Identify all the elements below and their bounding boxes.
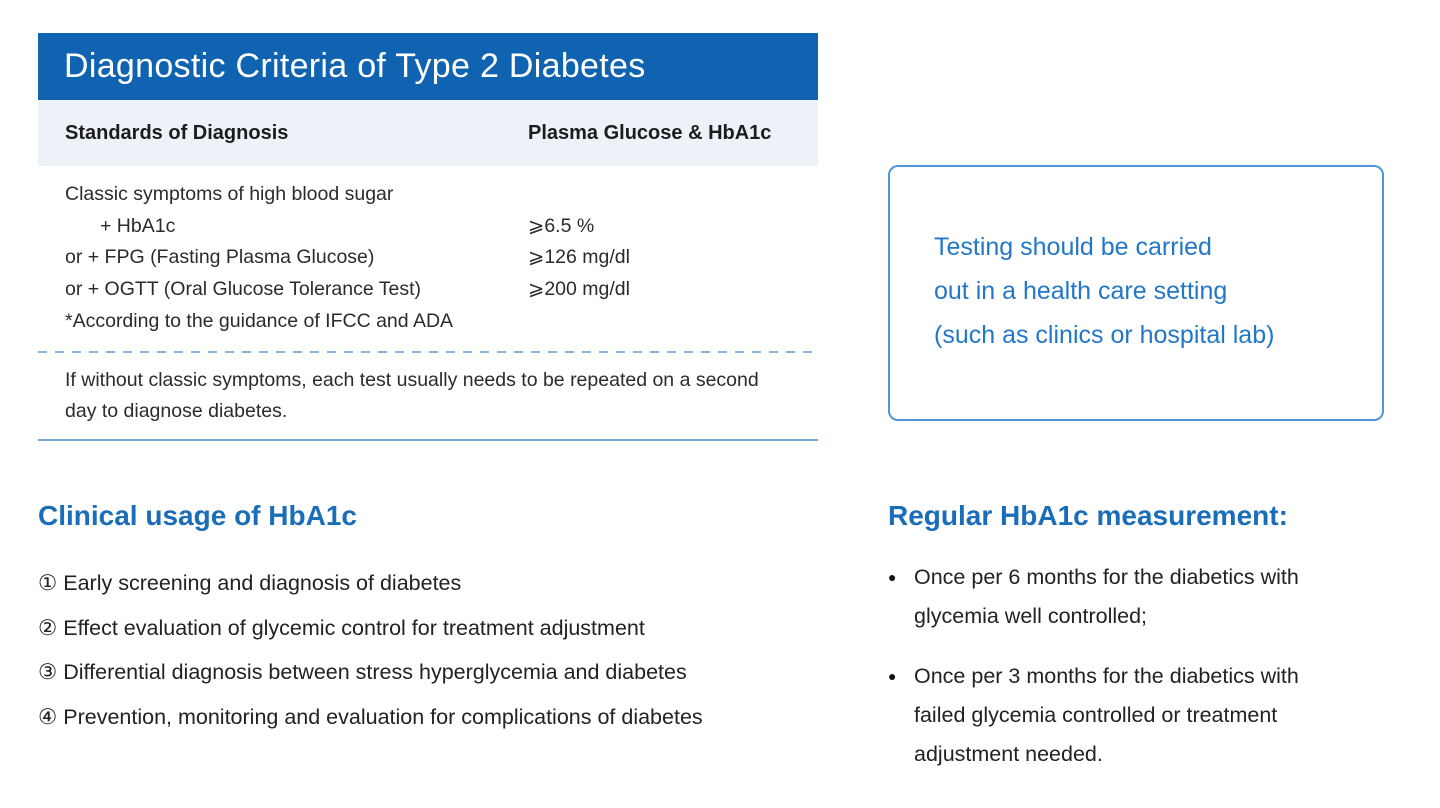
measurement-item: ● Once per 3 months for the diabetics wi…	[888, 657, 1393, 774]
measurement-text: Once per 3 months for the diabetics with…	[914, 664, 1299, 766]
criterion-value: ⩾200 mg/dl	[528, 278, 630, 301]
bullet-icon: ●	[888, 569, 897, 585]
measurement-list: ● Once per 6 months for the diabetics wi…	[888, 558, 1393, 774]
column-header-values: Plasma Glucose & HbA1c	[528, 121, 772, 144]
testing-setting-callout: Testing should be carried out in a healt…	[888, 165, 1384, 421]
criterion-value	[528, 306, 791, 338]
column-header-standards: Standards of Diagnosis	[65, 121, 289, 144]
callout-text-line: Testing should be carried	[934, 233, 1212, 261]
table-row: + HbA1c ⩾6.5 %	[65, 211, 791, 243]
measurement-title: Regular HbA1c measurement:	[888, 500, 1288, 531]
bullet-icon: ●	[888, 668, 897, 684]
criterion-text: Classic symptoms of high blood sugar	[65, 183, 394, 205]
measurement-section: Regular HbA1c measurement: ● Once per 6 …	[888, 500, 1393, 774]
criterion-text: or + OGTT (Oral Glucose Tolerance Test)	[65, 278, 422, 301]
criterion-value: ⩾6.5 %	[528, 214, 595, 237]
table-row: Classic symptoms of high blood sugar	[65, 179, 791, 211]
callout-text-line: (such as clinics or hospital lab)	[934, 321, 1275, 349]
criterion-value	[528, 179, 791, 211]
table-row: or + FPG (Fasting Plasma Glucose) ⩾126 m…	[65, 242, 791, 274]
criterion-text: *According to the guidance of IFCC and A…	[65, 309, 454, 332]
usage-item: ③ Differential diagnosis between stress …	[38, 660, 687, 684]
usage-item: ① Early screening and diagnosis of diabe…	[38, 571, 462, 595]
usage-item: ④ Prevention, monitoring and evaluation …	[38, 704, 703, 729]
criterion-value: ⩾126 mg/dl	[528, 246, 630, 269]
clinical-usage-list: ① Early screening and diagnosis of diabe…	[38, 561, 858, 739]
table-row: or + OGTT (Oral Glucose Tolerance Test) …	[65, 274, 791, 306]
criterion-text: or + FPG (Fasting Plasma Glucose)	[65, 246, 375, 269]
clinical-usage-title: Clinical usage of HbA1c	[38, 500, 357, 531]
criterion-text: + HbA1c	[100, 214, 176, 237]
measurement-text: Once per 6 months for the diabetics with…	[914, 565, 1299, 628]
table-title: Diagnostic Criteria of Type 2 Diabetes	[38, 33, 818, 100]
table-header-row: Standards of Diagnosis Plasma Glucose & …	[38, 100, 818, 166]
bottom-divider	[38, 438, 818, 441]
measurement-item: ● Once per 6 months for the diabetics wi…	[888, 558, 1393, 636]
table-row: *According to the guidance of IFCC and A…	[65, 306, 791, 338]
usage-item: ② Effect evaluation of glycemic control …	[38, 615, 645, 640]
dashed-divider	[38, 350, 818, 353]
callout-text-line: out in a health care setting	[934, 277, 1228, 305]
diagnostic-criteria-table: Diagnostic Criteria of Type 2 Diabetes S…	[38, 33, 818, 441]
repeat-test-note: If without classic symptoms, each test u…	[65, 368, 759, 422]
clinical-usage-section: Clinical usage of HbA1c ① Early screenin…	[38, 500, 858, 739]
table-body: Classic symptoms of high blood sugar + H…	[38, 166, 818, 441]
